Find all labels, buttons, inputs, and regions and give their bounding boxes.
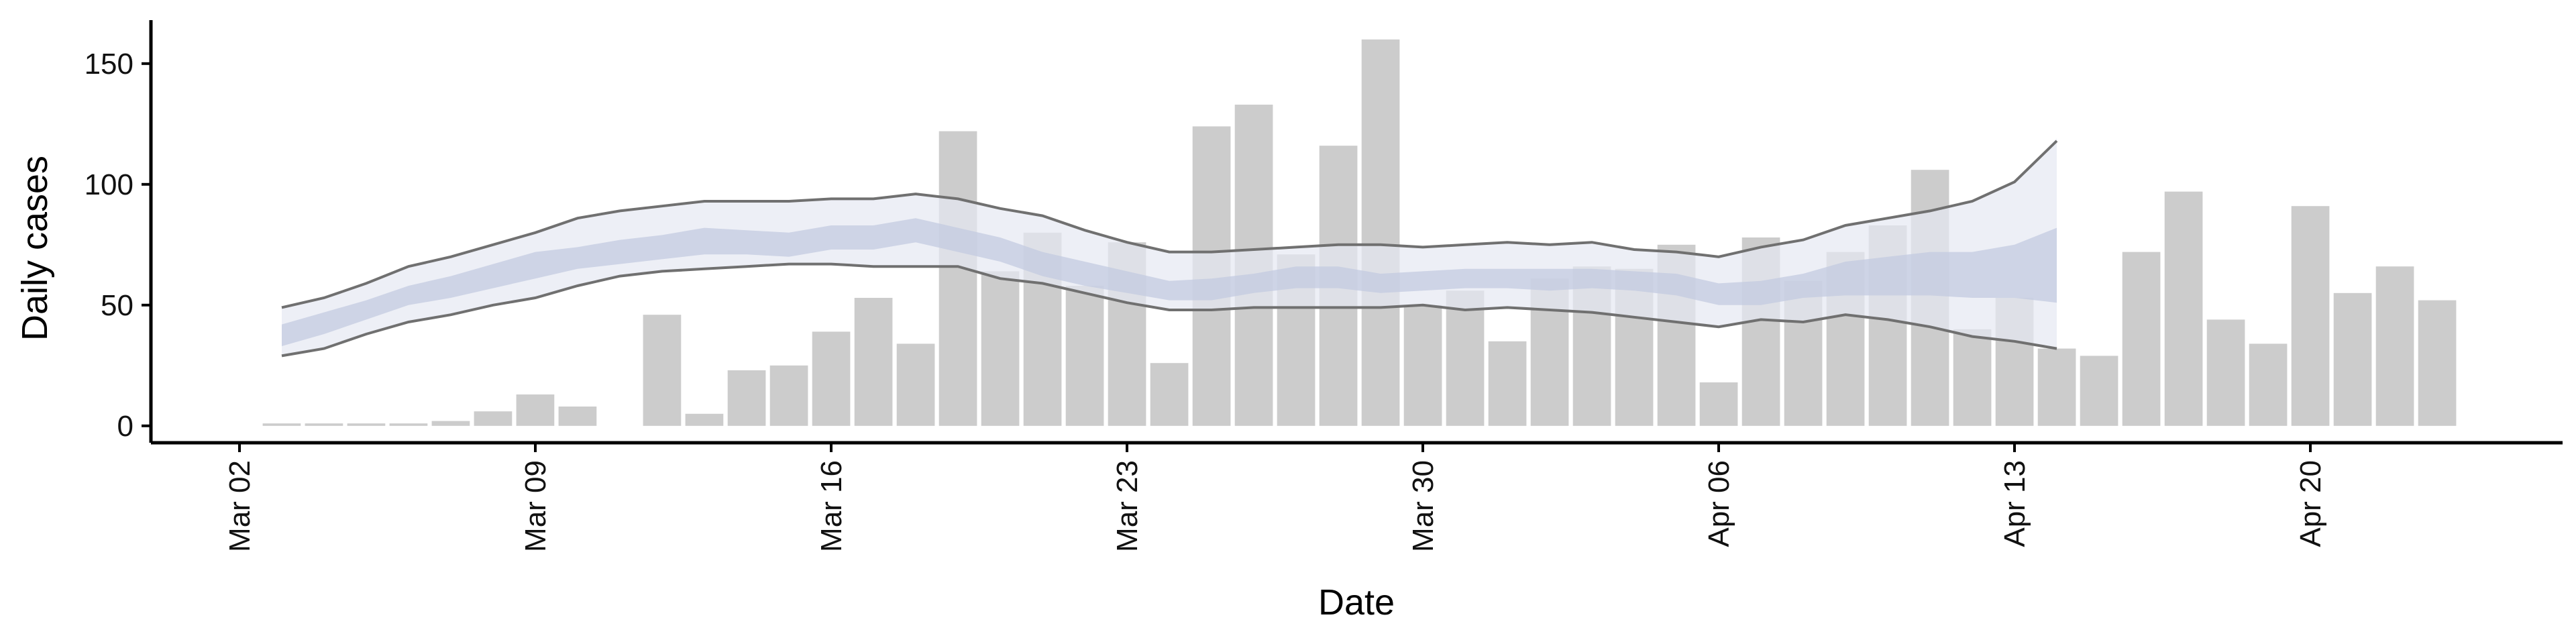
daily-cases-bar	[1446, 290, 1485, 426]
x-tick-label: Apr 13	[1998, 460, 2031, 547]
daily-cases-bar	[812, 331, 851, 426]
daily-cases-bar	[1065, 286, 1104, 426]
x-tick-label: Mar 02	[223, 460, 256, 552]
y-tick-label: 150	[85, 48, 133, 80]
daily-cases-bar	[854, 298, 893, 426]
daily-cases-bar	[769, 365, 808, 426]
daily-cases-bar	[431, 421, 470, 426]
daily-cases-bar	[1953, 329, 1992, 426]
daily-cases-bar	[2291, 206, 2330, 426]
x-tick-label: Mar 09	[519, 460, 552, 552]
daily-cases-bar	[347, 423, 386, 426]
bound-lines-layer	[281, 140, 2058, 358]
daily-cases-bar	[685, 413, 724, 426]
x-axis-title: Date	[1318, 582, 1395, 623]
daily-cases-bar	[558, 407, 597, 426]
daily-cases-bar	[2333, 292, 2372, 426]
y-tick-label: 100	[85, 168, 133, 201]
daily-cases-bar	[981, 271, 1020, 426]
daily-cases-bar	[2206, 319, 2245, 426]
daily-cases-bar	[2375, 266, 2414, 426]
x-tick-label: Mar 16	[815, 460, 848, 552]
y-tick-label: 50	[101, 289, 133, 322]
y-axis-title: Daily cases	[15, 156, 55, 341]
y-tick-label: 0	[117, 410, 133, 443]
daily-cases-bar	[1699, 382, 1738, 426]
daily-cases-bar	[2122, 252, 2161, 426]
upper-bound-line	[281, 140, 2058, 309]
lower-bound-line	[281, 262, 2057, 358]
daily-cases-bar	[2164, 191, 2203, 426]
estimate-bands-layer	[282, 138, 2057, 356]
daily-cases-bar	[262, 423, 301, 426]
x-tick-label: Mar 23	[1111, 460, 1144, 552]
daily-cases-bar	[305, 423, 343, 426]
bars-layer	[262, 39, 2457, 426]
daily-cases-bar	[896, 343, 935, 426]
daily-cases-bar	[727, 370, 766, 426]
daily-cases-bar	[2249, 343, 2288, 426]
daily-cases-bar	[2080, 356, 2118, 426]
inner-estimate-band	[282, 218, 2057, 346]
daily-cases-bar	[2418, 300, 2457, 426]
outer-estimate-band	[282, 138, 2057, 356]
x-tick-label: Apr 20	[2294, 460, 2327, 547]
daily-cases-bar	[474, 411, 513, 426]
daily-cases-bar	[938, 131, 977, 426]
daily-cases-bar	[2037, 348, 2076, 426]
daily-cases-bar	[389, 423, 428, 426]
x-tick-label: Apr 06	[1703, 460, 1735, 547]
axes-layer: 0 50 100 150 Mar 02 Mar 09 Mar 16 Mar 23 Mar 30 A…	[85, 20, 2563, 552]
daily-cases-bar	[1488, 341, 1527, 426]
x-tick-label: Mar 30	[1407, 460, 1440, 552]
daily-cases-bar	[516, 394, 555, 426]
daily-cases-bar	[1150, 363, 1189, 426]
daily-cases-bar	[643, 315, 682, 426]
daily-cases-bar	[1361, 39, 1400, 426]
daily-cases-bar	[1403, 305, 1442, 426]
